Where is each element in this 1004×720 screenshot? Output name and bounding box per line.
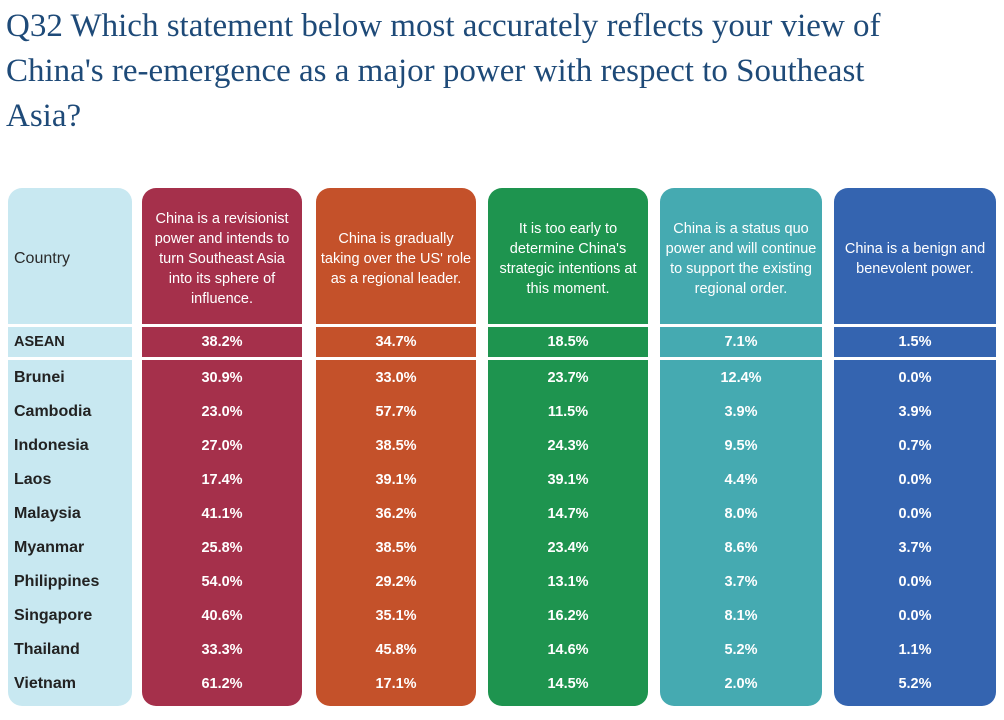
cell-value: 7.1% [724,334,758,350]
row-label: Myanmar [14,539,85,556]
column-header: China is a revisionist power and intends… [154,211,290,307]
column-bg [488,188,648,706]
cell-value: 8.0% [724,506,758,522]
cell-value: 23.7% [547,370,589,386]
row-label: Vietnam [14,675,76,692]
row-label: ASEAN [14,334,65,350]
cell-value: 25.8% [201,540,243,556]
cell-value: 35.1% [375,608,417,624]
cell-value: 9.5% [724,438,758,454]
column-header: Country [14,250,71,267]
column-header: China is a status quo power and will con… [665,221,817,297]
column-bg [316,188,476,706]
row-label: Brunei [14,369,65,386]
cell-value: 3.9% [724,404,758,420]
row-label: Singapore [14,607,93,624]
column-bg [142,188,302,706]
cell-value: 11.5% [547,404,589,420]
title: Q32 Which statement below most accuratel… [6,8,881,134]
cell-value: 3.7% [724,574,758,590]
column-bg [8,188,132,706]
cell-value: 38.5% [375,540,417,556]
row-label: Indonesia [14,437,89,454]
cell-value: 23.4% [547,540,589,556]
cell-value: 1.5% [898,334,932,350]
cell-value: 45.8% [375,642,417,658]
cell-value: 2.0% [724,676,758,692]
cell-value: 23.0% [201,404,243,420]
cell-value: 27.0% [201,438,243,454]
row-label: Malaysia [14,505,81,522]
separator [0,324,1004,327]
cell-value: 39.1% [375,472,417,488]
cell-value: 0.0% [898,370,932,386]
cell-value: 36.2% [375,506,417,522]
row-label: Laos [14,471,52,488]
cell-value: 8.1% [724,608,758,624]
cell-value: 4.4% [724,472,758,488]
cell-value: 0.0% [898,608,932,624]
cell-value: 14.6% [547,642,589,658]
cell-value: 13.1% [547,574,589,590]
cell-value: 54.0% [201,574,243,590]
separator [0,357,1004,360]
cell-value: 0.0% [898,574,932,590]
cell-value: 16.2% [547,608,589,624]
cell-value: 3.7% [898,540,932,556]
cell-value: 1.1% [898,642,932,658]
cell-value: 30.9% [201,370,243,386]
cell-value: 29.2% [375,574,417,590]
cell-value: 5.2% [898,676,932,692]
cell-value: 33.3% [201,642,243,658]
cell-value: 0.0% [898,506,932,522]
cell-value: 57.7% [375,404,417,420]
cell-value: 17.4% [201,472,243,488]
cell-value: 3.9% [898,404,932,420]
column-header: It is too early to determine China's str… [499,221,637,297]
cell-value: 5.2% [724,642,758,658]
cell-value: 8.6% [724,540,758,556]
cell-value: 0.0% [898,472,932,488]
row-label: Philippines [14,573,100,590]
cell-value: 24.3% [547,438,589,454]
cell-value: 0.7% [898,438,932,454]
cell-value: 61.2% [201,676,243,692]
cell-value: 40.6% [201,608,243,624]
cell-value: 18.5% [547,334,589,350]
column-bg [834,188,996,706]
column-header: China is a benign and benevolent power. [844,241,986,277]
cell-value: 34.7% [375,334,417,350]
cell-value: 39.1% [547,472,589,488]
cell-value: 14.7% [547,506,589,522]
cell-value: 14.5% [547,676,589,692]
cell-value: 38.5% [375,438,417,454]
column-bg [660,188,822,706]
cell-value: 41.1% [201,506,243,522]
cell-value: 12.4% [720,370,762,386]
column-header: China is gradually taking over the US' r… [320,231,472,287]
row-label: Cambodia [14,403,92,420]
cell-value: 33.0% [375,370,417,386]
cell-value: 38.2% [201,334,243,350]
row-label: Thailand [14,641,80,658]
cell-value: 17.1% [375,676,417,692]
